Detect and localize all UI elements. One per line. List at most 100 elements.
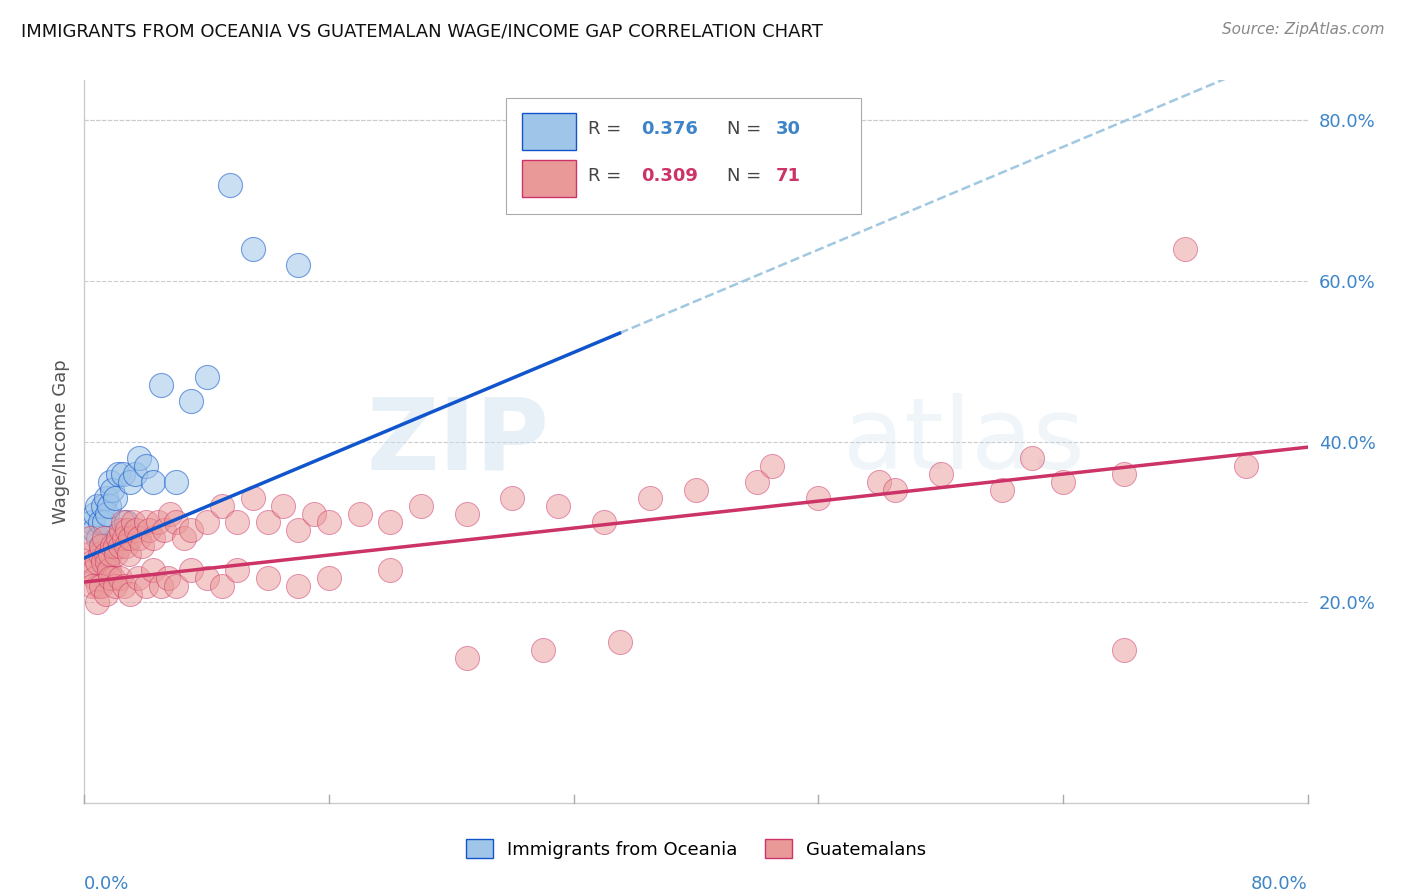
Point (135, 458, 157, 473)
Text: 30: 30 (776, 120, 800, 138)
Point (91, 555, 114, 569)
Point (114, 539, 136, 553)
Point (929, 467, 952, 481)
Point (128, 450, 150, 465)
Point (211, 499, 233, 513)
Point (318, 515, 340, 529)
Text: 0.376: 0.376 (641, 120, 697, 138)
FancyBboxPatch shape (522, 160, 576, 197)
Point (80, 579, 103, 593)
Point (87, 579, 110, 593)
Point (93, 531, 115, 545)
Point (456, 507, 478, 521)
FancyBboxPatch shape (506, 98, 860, 214)
Point (94, 491, 117, 505)
Point (157, 571, 180, 585)
Text: N =: N = (727, 120, 766, 138)
Text: 0.0%: 0.0% (84, 875, 129, 892)
Point (96, 555, 118, 569)
Point (502, 491, 524, 505)
Point (883, 483, 905, 497)
Point (271, 499, 294, 513)
Point (547, 499, 569, 513)
Point (87, 531, 110, 545)
Point (226, 563, 249, 577)
Point (97, 563, 120, 577)
Point (104, 491, 127, 505)
Point (111, 467, 134, 481)
Point (142, 563, 165, 577)
Point (94, 547, 117, 561)
Point (107, 531, 129, 545)
Point (122, 515, 145, 529)
Point (869, 475, 891, 489)
Point (149, 579, 172, 593)
Point (91, 499, 114, 513)
Point (287, 523, 309, 537)
Point (90, 539, 112, 553)
Point (86, 499, 108, 513)
Point (80, 555, 103, 569)
Point (107, 467, 129, 481)
Point (86, 595, 108, 609)
Point (685, 483, 707, 497)
Point (96, 507, 118, 521)
Point (114, 515, 136, 529)
Point (128, 531, 150, 545)
Point (195, 515, 218, 529)
Point (257, 571, 280, 585)
Point (142, 475, 165, 489)
Point (380, 563, 402, 577)
Point (86, 555, 108, 569)
Y-axis label: Wage/Income Gap: Wage/Income Gap (52, 359, 70, 524)
Point (127, 571, 149, 585)
Point (89, 547, 111, 561)
Point (120, 587, 142, 601)
Point (98, 547, 121, 561)
Point (226, 515, 249, 529)
Point (84, 571, 107, 585)
Point (84, 507, 107, 521)
Text: ZIP: ZIP (367, 393, 550, 490)
Point (409, 499, 432, 513)
Point (1174, 242, 1197, 256)
Point (125, 523, 148, 537)
Point (1114, 467, 1136, 481)
Point (111, 515, 134, 529)
Point (101, 539, 124, 553)
Point (165, 475, 187, 489)
Point (94, 587, 117, 601)
Point (531, 643, 554, 657)
Point (195, 370, 218, 384)
Text: IMMIGRANTS FROM OCEANIA VS GUATEMALAN WAGE/INCOME GAP CORRELATION CHART: IMMIGRANTS FROM OCEANIA VS GUATEMALAN WA… (21, 22, 823, 40)
Point (242, 491, 264, 505)
Point (1236, 458, 1258, 473)
Text: 71: 71 (776, 168, 800, 186)
Point (180, 394, 202, 409)
Point (105, 547, 128, 561)
Point (101, 483, 124, 497)
Point (98, 475, 121, 489)
Point (287, 258, 309, 272)
Text: N =: N = (727, 168, 766, 186)
Point (180, 523, 202, 537)
Point (747, 475, 769, 489)
Point (90, 539, 112, 553)
Point (991, 483, 1014, 497)
Point (98, 571, 121, 585)
Point (120, 531, 142, 545)
Point (118, 547, 141, 561)
FancyBboxPatch shape (522, 112, 576, 151)
Point (149, 378, 172, 392)
Point (77, 547, 100, 561)
Point (456, 651, 478, 665)
Point (93, 515, 115, 529)
Text: atlas: atlas (842, 393, 1084, 490)
Point (1052, 475, 1074, 489)
Point (146, 515, 169, 529)
Point (108, 539, 131, 553)
Text: R =: R = (588, 120, 627, 138)
Point (135, 579, 157, 593)
Point (159, 507, 181, 521)
Point (211, 579, 233, 593)
